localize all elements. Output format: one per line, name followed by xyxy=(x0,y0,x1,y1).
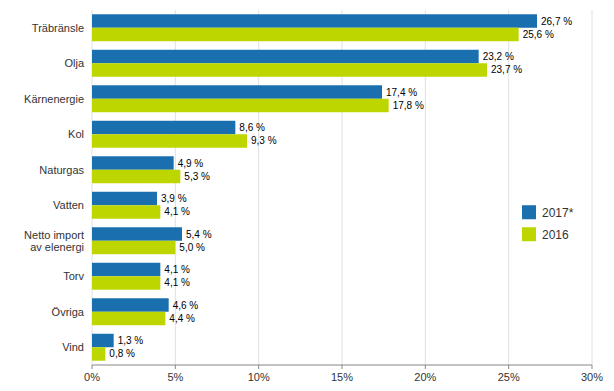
bar xyxy=(92,63,487,76)
legend-swatch xyxy=(522,227,536,241)
data-label: 5,0 % xyxy=(179,242,205,253)
data-label: 23,7 % xyxy=(491,64,522,75)
bar xyxy=(92,134,247,147)
legend: 2017* 2016 xyxy=(522,205,574,242)
data-labels: 26,7 % 25,6 % 23,2 % 23,7 % 17,4 % 17,8 % 8,6 … xyxy=(109,16,572,360)
data-label: 4,4 % xyxy=(169,313,195,324)
category-label: Kärnenergie xyxy=(24,93,84,105)
tick-label: 20% xyxy=(414,371,436,383)
category-label: Vind xyxy=(62,341,84,353)
category-label: Olja xyxy=(64,57,84,69)
category-label: Torv xyxy=(63,270,84,282)
data-label: 0,8 % xyxy=(109,348,135,359)
bar xyxy=(92,276,160,289)
data-label: 25,6 % xyxy=(523,29,554,40)
category-label-line: Övriga xyxy=(52,306,85,318)
bar xyxy=(92,227,182,240)
bar xyxy=(92,28,519,41)
bar xyxy=(92,347,105,360)
legend-swatch xyxy=(522,205,536,219)
tick-label: 10% xyxy=(248,371,270,383)
bar xyxy=(92,50,479,63)
data-label: 5,3 % xyxy=(184,171,210,182)
bar xyxy=(92,241,175,254)
bar xyxy=(92,205,160,218)
tick-mark xyxy=(508,365,509,369)
bar xyxy=(92,334,114,347)
data-label: 9,3 % xyxy=(251,135,277,146)
grid-line xyxy=(592,10,593,365)
x-axis: 0% 5% 10% 15% 20% 25% 30% xyxy=(84,365,603,383)
data-label: 5,4 % xyxy=(186,229,212,240)
category-label-line: av elenergi xyxy=(30,241,84,253)
category-label: Träbränsle xyxy=(32,22,84,34)
tick-label: 0% xyxy=(84,371,100,383)
bar xyxy=(92,99,389,112)
y-axis: Träbränsle Olja Kärnenergie Kol Naturgas Vatt… xyxy=(24,22,85,354)
bar xyxy=(92,85,382,98)
data-label: 17,8 % xyxy=(393,100,424,111)
tick-mark xyxy=(175,365,176,369)
tick-label: 25% xyxy=(498,371,520,383)
tick-mark xyxy=(592,365,593,369)
page: {"chart_data": { "type": "bar", "orienta… xyxy=(0,0,614,391)
grid xyxy=(92,10,592,365)
data-label: 23,2 % xyxy=(483,51,514,62)
data-label: 4,1 % xyxy=(164,264,190,275)
category-label-line: Kol xyxy=(68,128,84,140)
legend-label: 2016 xyxy=(542,228,569,242)
bar xyxy=(92,298,169,311)
category-label: Vatten xyxy=(53,199,84,211)
data-label: 8,6 % xyxy=(239,122,265,133)
category-label-line: Olja xyxy=(64,57,84,69)
data-label: 1,3 % xyxy=(118,335,144,346)
chart-container: 0% 5% 10% 15% 20% 25% 30% 26,7 % 25,6 % 23,2 % 23,… xyxy=(0,0,614,391)
category-label: Naturgas xyxy=(39,164,84,176)
data-label: 26,7 % xyxy=(541,16,572,27)
tick-mark xyxy=(92,365,93,369)
bars xyxy=(92,14,537,360)
grid-line xyxy=(508,10,509,365)
tick-mark xyxy=(425,365,426,369)
category-label-line: Netto import xyxy=(24,229,84,241)
bar xyxy=(92,312,165,325)
data-label: 4,9 % xyxy=(178,158,204,169)
category-label-line: Vatten xyxy=(53,199,84,211)
bar xyxy=(92,192,157,205)
bar xyxy=(92,263,160,276)
data-label: 4,6 % xyxy=(173,300,199,311)
category-label: Övriga xyxy=(52,306,85,318)
bar xyxy=(92,156,174,169)
data-label: 3,9 % xyxy=(161,193,187,204)
data-label: 4,1 % xyxy=(164,206,190,217)
bar xyxy=(92,121,235,134)
tick-label: 30% xyxy=(581,371,603,383)
category-label: Kol xyxy=(68,128,84,140)
tick-label: 15% xyxy=(331,371,353,383)
bar xyxy=(92,14,537,27)
category-label-line: Träbränsle xyxy=(32,22,84,34)
data-label: 17,4 % xyxy=(386,87,417,98)
category-label-line: Vind xyxy=(62,341,84,353)
chart: 0% 5% 10% 15% 20% 25% 30% 26,7 % 25,6 % 23,2 % 23,… xyxy=(0,0,614,391)
category-label-line: Torv xyxy=(63,270,84,282)
tick-label: 5% xyxy=(167,371,183,383)
bar xyxy=(92,170,180,183)
category-label-line: Kärnenergie xyxy=(24,93,84,105)
tick-mark xyxy=(342,365,343,369)
axis-line xyxy=(92,365,592,366)
legend-label: 2017* xyxy=(542,206,574,220)
category-label-line: Naturgas xyxy=(39,164,84,176)
data-label: 4,1 % xyxy=(164,277,190,288)
tick-mark xyxy=(258,365,259,369)
category-label: Netto importav elenergi xyxy=(24,229,84,254)
